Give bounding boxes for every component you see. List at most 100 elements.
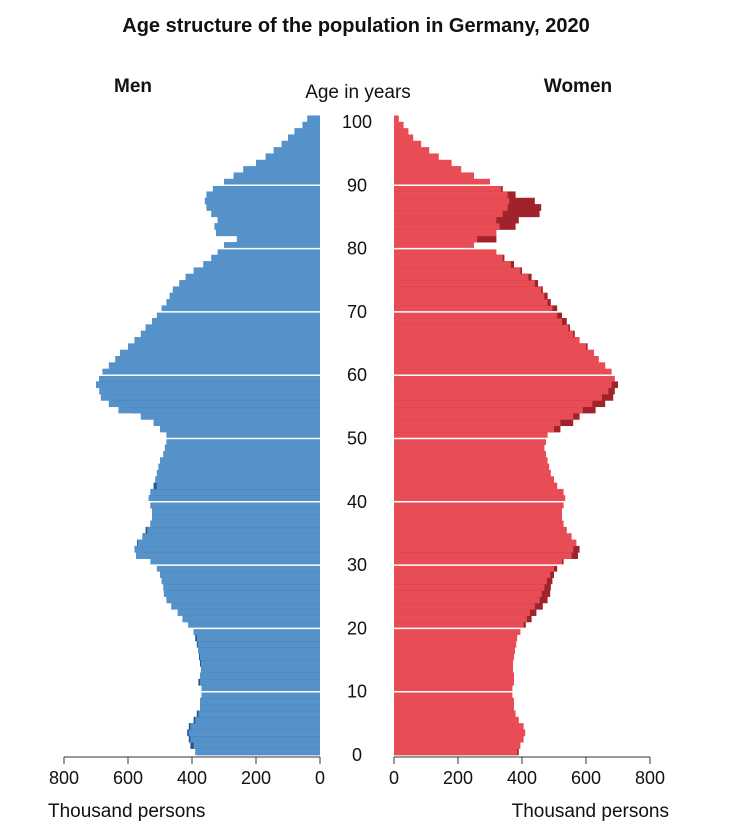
men-bar-age-22 — [177, 609, 320, 616]
women-bar-age-9 — [394, 691, 513, 699]
men-bar-age-83 — [214, 223, 320, 230]
women-bar-age-91 — [394, 172, 474, 180]
men-bar-age-8 — [200, 697, 320, 705]
men-bar-age-42 — [156, 482, 320, 490]
men-bar-age-65 — [134, 337, 320, 344]
women-x-tick-label-400: 400 — [507, 768, 537, 788]
men-bar-age-96 — [281, 140, 320, 148]
women-bar-age-24 — [394, 596, 540, 604]
men-bar-age-85 — [211, 210, 320, 218]
men-bar-age-99 — [302, 121, 320, 129]
women-bar-age-25 — [394, 590, 542, 597]
men-bar-age-56 — [100, 393, 320, 401]
women-x-tick-label-200: 200 — [443, 768, 473, 788]
men-bar-age-100 — [307, 115, 320, 123]
men-bar-age-6 — [198, 710, 320, 718]
age-tick-label-30: 30 — [347, 555, 367, 575]
women-bar-age-6 — [394, 710, 516, 718]
men-bar-age-68 — [152, 318, 320, 325]
women-bar-age-83 — [394, 223, 500, 230]
men-bar-age-28 — [160, 571, 320, 578]
women-bar-age-33 — [394, 539, 577, 547]
women-bar-age-14 — [394, 659, 514, 667]
women-bar-age-69 — [394, 311, 558, 319]
men-bar-age-46 — [160, 457, 320, 465]
men-bar-age-48 — [164, 444, 320, 452]
men-bar-age-26 — [163, 583, 320, 591]
women-bar-age-61 — [394, 362, 606, 370]
men-bar-age-72 — [169, 292, 320, 300]
men-bar-age-41 — [150, 488, 320, 496]
women-bar-age-27 — [394, 577, 547, 585]
men-bar-age-0 — [195, 748, 320, 756]
women-bar-age-26 — [394, 583, 545, 591]
women-bar-age-23 — [394, 602, 535, 610]
women-bar-age-5 — [394, 716, 519, 724]
men-x-tick-label-400: 400 — [177, 768, 207, 788]
women-bar-age-10 — [394, 685, 513, 692]
men-bar-age-14 — [200, 659, 320, 667]
men-bar-age-66 — [140, 330, 320, 338]
women-bar-age-43 — [394, 476, 554, 484]
men-bar-age-11 — [200, 678, 320, 686]
men-bar-age-34 — [142, 533, 320, 540]
age-tick-label-60: 60 — [347, 365, 367, 385]
men-bar-age-76 — [193, 267, 320, 275]
women-bar-age-55 — [394, 400, 593, 408]
men-bar-age-62 — [115, 356, 320, 363]
women-bar-age-19 — [394, 628, 521, 635]
men-bar-age-91 — [233, 172, 320, 180]
women-bar-age-21 — [394, 615, 527, 623]
men-x-tick-label-0: 0 — [315, 768, 325, 788]
women-bar-age-30 — [394, 558, 562, 566]
women-bar-age-92 — [394, 166, 462, 173]
women-bar-age-68 — [394, 318, 562, 325]
women-bar-age-44 — [394, 469, 551, 477]
men-bar-age-23 — [171, 602, 320, 610]
women-bar-age-34 — [394, 533, 572, 540]
age-tick-label-80: 80 — [347, 239, 367, 259]
women-bar-age-3 — [394, 729, 526, 737]
men-bar-age-60 — [102, 368, 321, 376]
men-bar-age-5 — [195, 716, 320, 724]
men-bar-age-70 — [161, 305, 320, 313]
women-bar-age-66 — [394, 330, 574, 338]
men-bar-age-35 — [147, 526, 320, 534]
men-bar-age-77 — [203, 261, 320, 268]
women-x-tick-label-600: 600 — [571, 768, 601, 788]
women-bar-age-93 — [394, 159, 452, 167]
women-x-axis: 0 200 400 600 800 — [389, 756, 665, 788]
women-bar-age-2 — [394, 735, 524, 743]
women-bar-age-32 — [394, 545, 574, 553]
men-bar-age-33 — [137, 539, 320, 547]
women-bar-age-47 — [394, 450, 546, 458]
age-tick-label-100: 100 — [342, 112, 372, 132]
men-bar-age-71 — [166, 299, 320, 306]
women-bar-age-70 — [394, 305, 553, 313]
women-bar-age-59 — [394, 375, 615, 382]
women-bar-age-8 — [394, 697, 514, 705]
women-bar-age-81 — [394, 235, 478, 243]
men-bar-age-43 — [155, 476, 320, 484]
women-bar-age-94 — [394, 153, 439, 161]
men-bar-age-12 — [200, 672, 320, 680]
men-bar-age-94 — [265, 153, 320, 161]
men-bar-age-78 — [211, 254, 320, 262]
age-tick-label-10: 10 — [347, 682, 367, 702]
women-bar-age-75 — [394, 273, 529, 281]
women-bar-age-46 — [394, 457, 548, 465]
men-bar-age-51 — [160, 425, 320, 433]
women-bar-age-67 — [394, 324, 569, 332]
men-bar-age-49 — [166, 438, 320, 446]
men-bar-age-9 — [201, 691, 320, 699]
men-bar-age-54 — [118, 406, 321, 414]
women-bar-age-4 — [394, 723, 524, 730]
men-bar-age-58 — [96, 381, 320, 389]
women-bar-age-73 — [394, 286, 542, 294]
age-tick-label-90: 90 — [347, 175, 367, 195]
women-bar-age-56 — [394, 393, 602, 401]
women-bar-age-100 — [394, 115, 399, 123]
age-tick-labels: 0 10 20 30 40 50 60 70 80 90 100 — [342, 112, 372, 765]
women-bar-age-95 — [394, 147, 430, 154]
